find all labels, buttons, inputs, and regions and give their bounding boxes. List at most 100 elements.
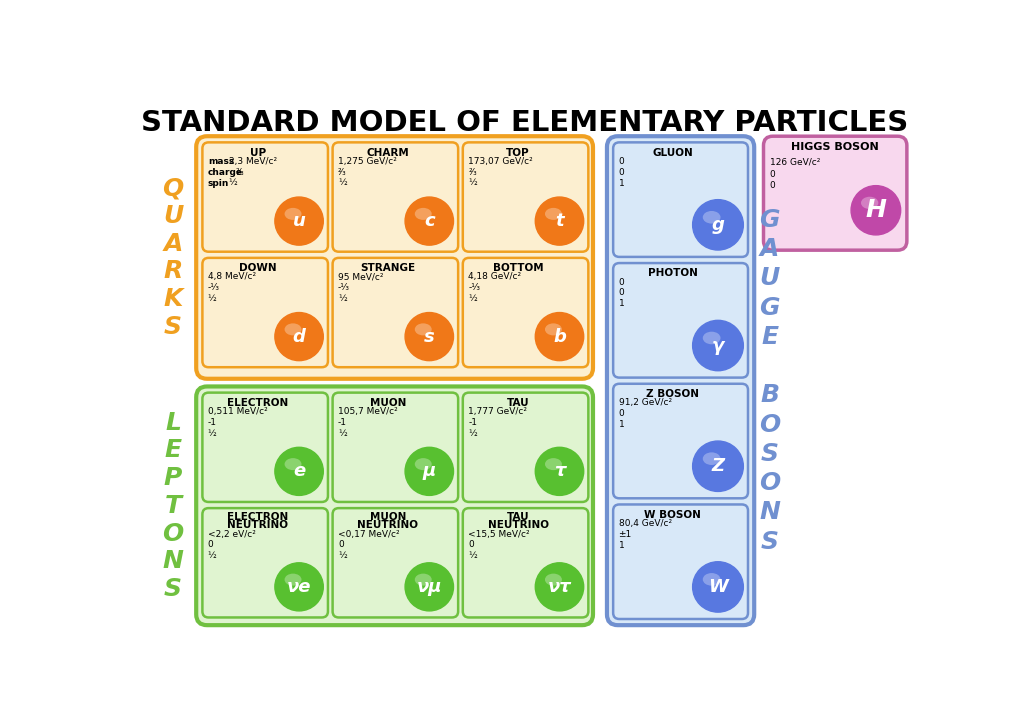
Text: d: d <box>293 327 305 345</box>
Ellipse shape <box>415 458 432 470</box>
Text: ½: ½ <box>338 551 347 560</box>
Text: 4,18 GeV/c²: 4,18 GeV/c² <box>468 273 521 281</box>
Ellipse shape <box>415 574 432 586</box>
FancyBboxPatch shape <box>613 142 748 257</box>
Text: -1: -1 <box>208 418 217 427</box>
Text: ½: ½ <box>338 179 347 187</box>
Text: τ: τ <box>554 462 565 480</box>
Circle shape <box>851 186 901 235</box>
Ellipse shape <box>702 332 721 344</box>
Circle shape <box>406 447 454 495</box>
Text: <2,2 eV/c²: <2,2 eV/c² <box>208 530 256 538</box>
Circle shape <box>274 312 324 360</box>
Ellipse shape <box>702 573 721 586</box>
Text: -1: -1 <box>338 418 347 427</box>
Text: b: b <box>553 327 566 345</box>
Text: S: S <box>761 530 778 554</box>
Text: 0: 0 <box>618 157 625 166</box>
Text: 0: 0 <box>338 541 344 549</box>
FancyBboxPatch shape <box>203 258 328 367</box>
FancyBboxPatch shape <box>764 136 907 250</box>
Text: NEUTRINO: NEUTRINO <box>227 521 288 531</box>
FancyBboxPatch shape <box>607 136 755 625</box>
Ellipse shape <box>545 323 562 335</box>
Circle shape <box>536 447 584 495</box>
Text: W BOSON: W BOSON <box>644 510 700 520</box>
FancyBboxPatch shape <box>463 508 589 617</box>
Text: 0: 0 <box>618 409 625 418</box>
Text: ½: ½ <box>338 429 347 438</box>
Text: UP: UP <box>250 148 265 158</box>
Text: 0: 0 <box>618 278 625 286</box>
Circle shape <box>406 197 454 245</box>
Text: U: U <box>163 204 183 228</box>
Text: ½: ½ <box>228 179 237 187</box>
Ellipse shape <box>861 197 879 209</box>
Text: ½: ½ <box>208 551 216 560</box>
Text: L: L <box>165 411 181 434</box>
Text: H: H <box>865 198 887 223</box>
Text: mass: mass <box>208 157 234 166</box>
Text: 0: 0 <box>618 289 625 297</box>
Text: ½: ½ <box>338 294 347 303</box>
Text: E: E <box>165 439 181 462</box>
Ellipse shape <box>415 208 432 220</box>
Text: Z BOSON: Z BOSON <box>646 389 699 399</box>
Text: ντ: ντ <box>548 578 571 596</box>
Circle shape <box>692 441 743 491</box>
Ellipse shape <box>285 574 301 586</box>
Text: R: R <box>163 259 182 284</box>
Text: ½: ½ <box>468 429 477 438</box>
Text: TAU: TAU <box>507 512 529 522</box>
Text: MUON: MUON <box>370 398 407 408</box>
Text: E: E <box>761 325 778 349</box>
FancyBboxPatch shape <box>333 393 458 502</box>
Text: 1: 1 <box>618 541 625 550</box>
Text: νμ: νμ <box>417 578 442 596</box>
Text: O: O <box>759 413 780 437</box>
Text: S: S <box>164 577 182 601</box>
Ellipse shape <box>702 211 721 223</box>
FancyBboxPatch shape <box>333 508 458 617</box>
FancyBboxPatch shape <box>203 142 328 252</box>
FancyBboxPatch shape <box>613 505 748 619</box>
Ellipse shape <box>415 323 432 335</box>
Text: 91,2 GeV/c²: 91,2 GeV/c² <box>618 398 672 407</box>
Text: ½: ½ <box>468 294 477 303</box>
FancyBboxPatch shape <box>463 142 589 252</box>
Text: N: N <box>759 500 780 524</box>
Text: charge: charge <box>208 168 243 177</box>
FancyBboxPatch shape <box>333 258 458 367</box>
Text: 105,7 MeV/c²: 105,7 MeV/c² <box>338 407 397 416</box>
Text: Z: Z <box>712 457 725 475</box>
Text: ²⁄₃: ²⁄₃ <box>236 168 245 177</box>
Text: TAU: TAU <box>507 398 529 408</box>
Text: -¹⁄₃: -¹⁄₃ <box>338 284 350 292</box>
Text: ½: ½ <box>208 429 216 438</box>
Text: ²⁄₃: ²⁄₃ <box>338 168 347 177</box>
Text: 2,3 MeV/c²: 2,3 MeV/c² <box>228 157 276 166</box>
Text: B: B <box>760 383 779 407</box>
Text: t: t <box>555 212 564 230</box>
Text: PHOTON: PHOTON <box>647 269 697 279</box>
Circle shape <box>536 197 584 245</box>
Text: CHARM: CHARM <box>367 148 410 158</box>
Text: STRANGE: STRANGE <box>360 264 416 274</box>
Text: ²⁄₃: ²⁄₃ <box>468 168 477 177</box>
Text: T: T <box>165 494 181 518</box>
Text: 0: 0 <box>770 170 775 179</box>
Text: s: s <box>424 327 434 345</box>
Text: u: u <box>293 212 305 230</box>
Ellipse shape <box>285 208 301 220</box>
Text: 0: 0 <box>468 541 474 549</box>
Circle shape <box>406 312 454 360</box>
Text: 80,4 GeV/c²: 80,4 GeV/c² <box>618 519 672 528</box>
Circle shape <box>692 200 743 250</box>
FancyBboxPatch shape <box>463 258 589 367</box>
Text: 1,777 GeV/c²: 1,777 GeV/c² <box>468 407 527 416</box>
Text: ½: ½ <box>208 294 216 303</box>
Text: O: O <box>759 471 780 495</box>
Text: P: P <box>164 466 182 490</box>
Text: TOP: TOP <box>506 148 529 158</box>
Text: W: W <box>708 578 728 596</box>
